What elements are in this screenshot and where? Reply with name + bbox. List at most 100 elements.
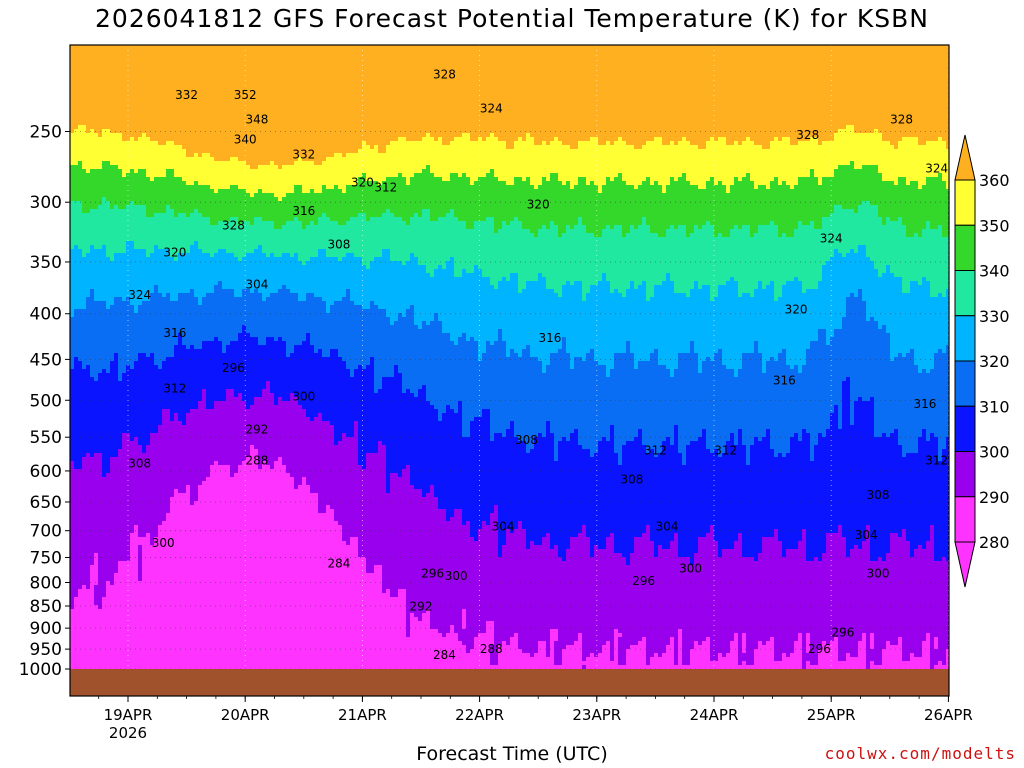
- colorbar-label: 290: [979, 488, 1010, 507]
- chart-title: 2026041812 GFS Forecast Potential Temper…: [0, 4, 1024, 33]
- contour-label: 304: [245, 278, 268, 292]
- x-tick-label: 25APR: [807, 706, 856, 724]
- contour-label: 320: [163, 245, 186, 259]
- colorbar-label: 350: [979, 216, 1010, 235]
- contour-label: 300: [152, 536, 175, 550]
- contour-label: 328: [890, 113, 913, 127]
- contour-label: 352: [234, 88, 257, 102]
- colorbar-segment: [954, 360, 976, 407]
- x-axis-label: Forecast Time (UTC): [0, 743, 1024, 765]
- contour-label: 316: [163, 326, 186, 340]
- contour-label: 308: [621, 473, 644, 487]
- contour-label: 332: [292, 147, 315, 161]
- x-tick-label: 22APR: [455, 706, 504, 724]
- plot-area: [70, 45, 949, 696]
- colorbar-segment: [954, 451, 976, 498]
- contour-label: 308: [128, 457, 151, 471]
- colorbar-label: 300: [979, 443, 1010, 462]
- y-tick-label: 450: [30, 350, 62, 370]
- x-tick-label: 26APR: [924, 706, 973, 724]
- y-tick-label: 500: [30, 391, 62, 411]
- contour-label: 308: [867, 488, 890, 502]
- contour-label: 324: [480, 101, 503, 115]
- y-tick-label: 250: [30, 123, 62, 143]
- contour-label: 320: [785, 303, 808, 317]
- colorbar-segment: [954, 496, 976, 543]
- contour-label: 300: [292, 389, 315, 403]
- contour-labels: 332 352 348 340 332 328 324 320 312 316 328 320 308 3…: [128, 67, 948, 662]
- colorbar-extend-top: [954, 134, 976, 181]
- colorbar-segment: [954, 179, 976, 226]
- y-tick-label: 750: [30, 548, 62, 568]
- credit-text: coolwx.com/modelts: [825, 744, 1016, 763]
- contour-label: 284: [328, 557, 351, 571]
- colorbar-label: 330: [979, 307, 1010, 326]
- plot-frame: [69, 44, 950, 697]
- contour-label: 348: [245, 113, 268, 127]
- contour-label: 316: [773, 373, 796, 387]
- contour-label: 312: [163, 381, 186, 395]
- colorbar-segment: [954, 224, 976, 271]
- y-tick-label: 600: [30, 462, 62, 482]
- x-tick-label: 20APR: [221, 706, 270, 724]
- contour-label: 292: [245, 423, 268, 437]
- contour-label: 308: [328, 237, 351, 251]
- contour-label: 328: [796, 128, 819, 142]
- contour-label: 312: [925, 453, 948, 467]
- colorbar-label: 360: [979, 171, 1010, 190]
- contour-label: 304: [656, 520, 679, 534]
- colorbar-label: 310: [979, 397, 1010, 416]
- x-tick-label: 21APR: [338, 706, 387, 724]
- y-tick-label: 300: [30, 193, 62, 213]
- contour-label: 300: [445, 569, 468, 583]
- x-tick-label: 24APR: [690, 706, 739, 724]
- contour-label: 300: [679, 562, 702, 576]
- contour-label: 328: [433, 67, 456, 81]
- y-tick-label: 800: [30, 573, 62, 593]
- contour-label: 288: [480, 642, 503, 656]
- contour-label: 328: [222, 219, 245, 233]
- colorbar-extend-bottom: [954, 541, 976, 588]
- contour-label: 324: [128, 288, 151, 302]
- y-tick-label: 1000: [19, 660, 62, 680]
- y-axis: 2503003504004505005506006507007508008509…: [19, 123, 70, 680]
- contour-label: 296: [808, 642, 831, 656]
- contour-label: 340: [234, 133, 257, 147]
- colorbar-segment: [954, 315, 976, 362]
- contour-label: 312: [714, 443, 737, 457]
- colorbar-segment: [954, 405, 976, 452]
- x-tick-label: 19APR: [104, 706, 153, 724]
- y-tick-label: 650: [30, 493, 62, 513]
- contour-label: 324: [820, 232, 843, 246]
- x-tick-label: 23APR: [572, 706, 621, 724]
- contour-label: 292: [410, 600, 433, 614]
- contour-label: 296: [632, 574, 655, 588]
- contour-label: 316: [914, 397, 937, 411]
- colorbar: 360 350 340 330 320 310 300 290 280: [954, 134, 1010, 588]
- x-tick-sublabel: 2026: [109, 724, 147, 742]
- contour-label: 332: [175, 88, 198, 102]
- ground-area: [70, 669, 949, 696]
- colorbar-label: 340: [979, 262, 1010, 281]
- y-tick-label: 350: [30, 253, 62, 273]
- contour-label: 320: [527, 198, 550, 212]
- contour-label: 284: [433, 648, 456, 662]
- contour-label: 308: [515, 433, 538, 447]
- contour-label: 312: [644, 443, 667, 457]
- contour-label: 296: [421, 567, 444, 581]
- contour-label: 316: [292, 204, 315, 218]
- colorbar-label: 280: [979, 533, 1010, 552]
- y-tick-label: 400: [30, 305, 62, 325]
- y-tick-label: 900: [30, 619, 62, 639]
- y-tick-label: 700: [30, 522, 62, 542]
- y-tick-label: 950: [30, 640, 62, 660]
- contour-label: 304: [855, 528, 878, 542]
- contour-label: 316: [538, 331, 561, 345]
- x-axis: 19APR 20APR 21APR 22APR 23APR 24APR 25APR 26APR…: [98, 696, 973, 742]
- contour-label: 324: [925, 162, 948, 176]
- contour-label: 300: [867, 567, 890, 581]
- contour-label: 288: [245, 453, 268, 467]
- contour-label: 320: [351, 175, 374, 189]
- colorbar-label: 320: [979, 352, 1010, 371]
